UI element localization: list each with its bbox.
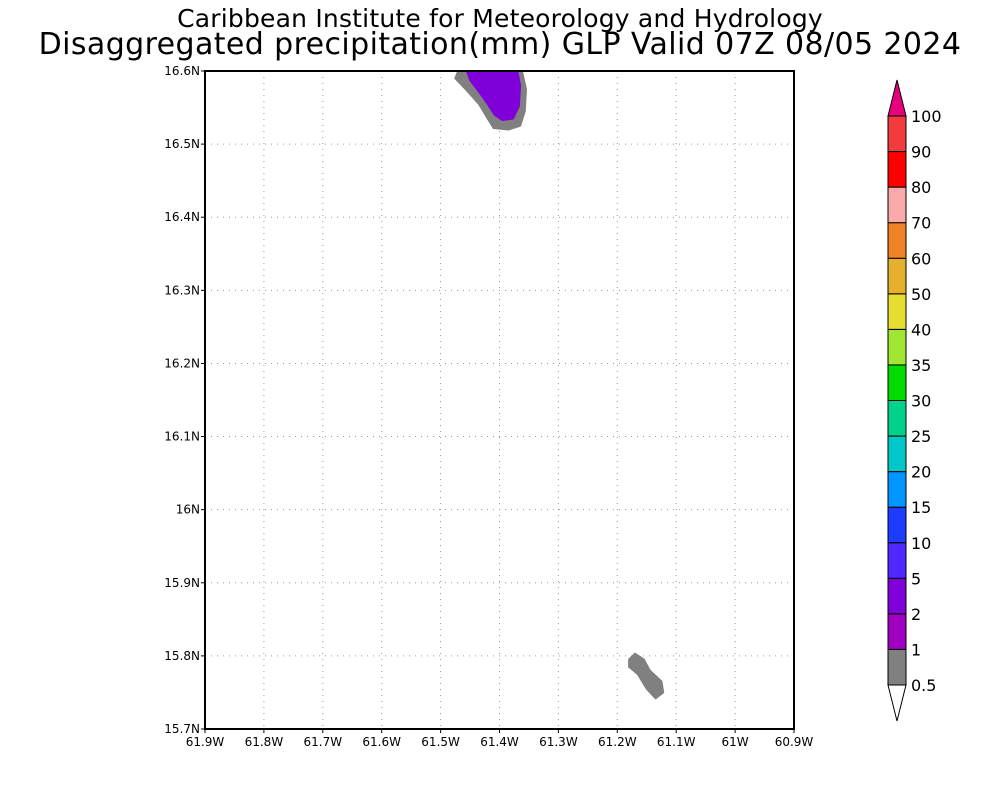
- lon-tick-label: 60.9W: [775, 735, 814, 749]
- colorbar-swatch: [887, 115, 907, 153]
- colorbar-swatch: [887, 435, 907, 473]
- colorbar-level-label: 40: [911, 320, 931, 339]
- lon-tick-label: 61.8W: [245, 735, 284, 749]
- colorbar-over-arrow: [887, 79, 907, 117]
- colorbar-swatch: [887, 257, 907, 295]
- colorbar-swatch: [887, 151, 907, 188]
- colorbar-swatch: [887, 577, 907, 615]
- colorbar-level-label: 5: [911, 569, 921, 588]
- colorbar-swatch: [887, 542, 907, 579]
- colorbar-level-label: 50: [911, 285, 931, 304]
- colorbar-level-label: 1: [911, 640, 921, 659]
- colorbar-level-label: 60: [911, 249, 931, 268]
- colorbar-level-label: 0.5: [911, 676, 936, 695]
- lon-tick-label: 61.6W: [362, 735, 401, 749]
- south-precip: [628, 652, 665, 700]
- colorbar-swatch: [887, 471, 907, 508]
- lon-tick-label: 61.1W: [657, 735, 696, 749]
- lat-tick-label: 16.6N: [164, 64, 200, 78]
- colorbar-level-label: 100: [911, 107, 942, 126]
- longitude-axis: 61.9W 61.8W 61.7W 61.6W 61.5W 61.4W 61.3W 61.2W…: [186, 729, 814, 749]
- colorbar-swatch: [887, 613, 907, 650]
- colorbar-level-label: 25: [911, 427, 931, 446]
- colorbar-level-label: 80: [911, 178, 931, 197]
- colorbar-swatch: [887, 186, 907, 224]
- lat-tick-label: 16.3N: [164, 283, 200, 297]
- colorbar-level-label: 20: [911, 463, 931, 482]
- colorbar-swatch: [887, 222, 907, 259]
- colorbar-level-label: 30: [911, 392, 931, 411]
- colorbar-level-label: 15: [911, 498, 931, 517]
- colorbar-level-label: 90: [911, 143, 931, 162]
- colorbar-swatch: [887, 400, 907, 437]
- lon-tick-label: 61W: [722, 735, 749, 749]
- lon-tick-label: 61.2W: [598, 735, 637, 749]
- lon-tick-label: 61.3W: [539, 735, 578, 749]
- lat-tick-label: 16.1N: [164, 430, 200, 444]
- colorbar-swatch: [887, 328, 907, 366]
- lat-tick-label: 15.7N: [164, 722, 200, 736]
- colorbar-level-label: 10: [911, 534, 931, 553]
- precipitation-areas: [454, 70, 665, 700]
- chart-title-institute: Caribbean Institute for Meteorology and …: [177, 4, 823, 33]
- lat-tick-label: 16N: [176, 503, 200, 517]
- colorbar-swatch: [887, 506, 907, 544]
- colorbar-under-arrow: [887, 684, 907, 722]
- colorbar-swatch: [887, 364, 907, 401]
- chart-title-product: Disaggregated precipitation(mm) GLP Vali…: [38, 27, 962, 62]
- map-frame: [204, 70, 795, 730]
- lon-tick-label: 61.4W: [480, 735, 519, 749]
- lon-tick-label: 61.5W: [421, 735, 460, 749]
- north-precip-inner: [466, 70, 522, 121]
- colorbar-swatch: [887, 648, 907, 686]
- lat-tick-label: 16.4N: [164, 210, 200, 224]
- lat-tick-label: 15.8N: [164, 649, 200, 663]
- grid-lines: [205, 71, 794, 729]
- lon-tick-label: 61.7W: [304, 735, 343, 749]
- lat-tick-label: 16.5N: [164, 137, 200, 151]
- lat-tick-label: 16.2N: [164, 356, 200, 370]
- lat-tick-label: 15.9N: [164, 576, 200, 590]
- latitude-axis: 16.6N 16.5N 16.4N 16.3N 16.2N 16.1N 16N 15.9N 15…: [164, 64, 205, 736]
- colorbar-level-label: 2: [911, 605, 921, 624]
- colorbar-swatch: [887, 293, 907, 330]
- colorbar-level-label: 35: [911, 356, 931, 375]
- colorbar-level-label: 70: [911, 214, 931, 233]
- lon-tick-label: 61.9W: [186, 735, 225, 749]
